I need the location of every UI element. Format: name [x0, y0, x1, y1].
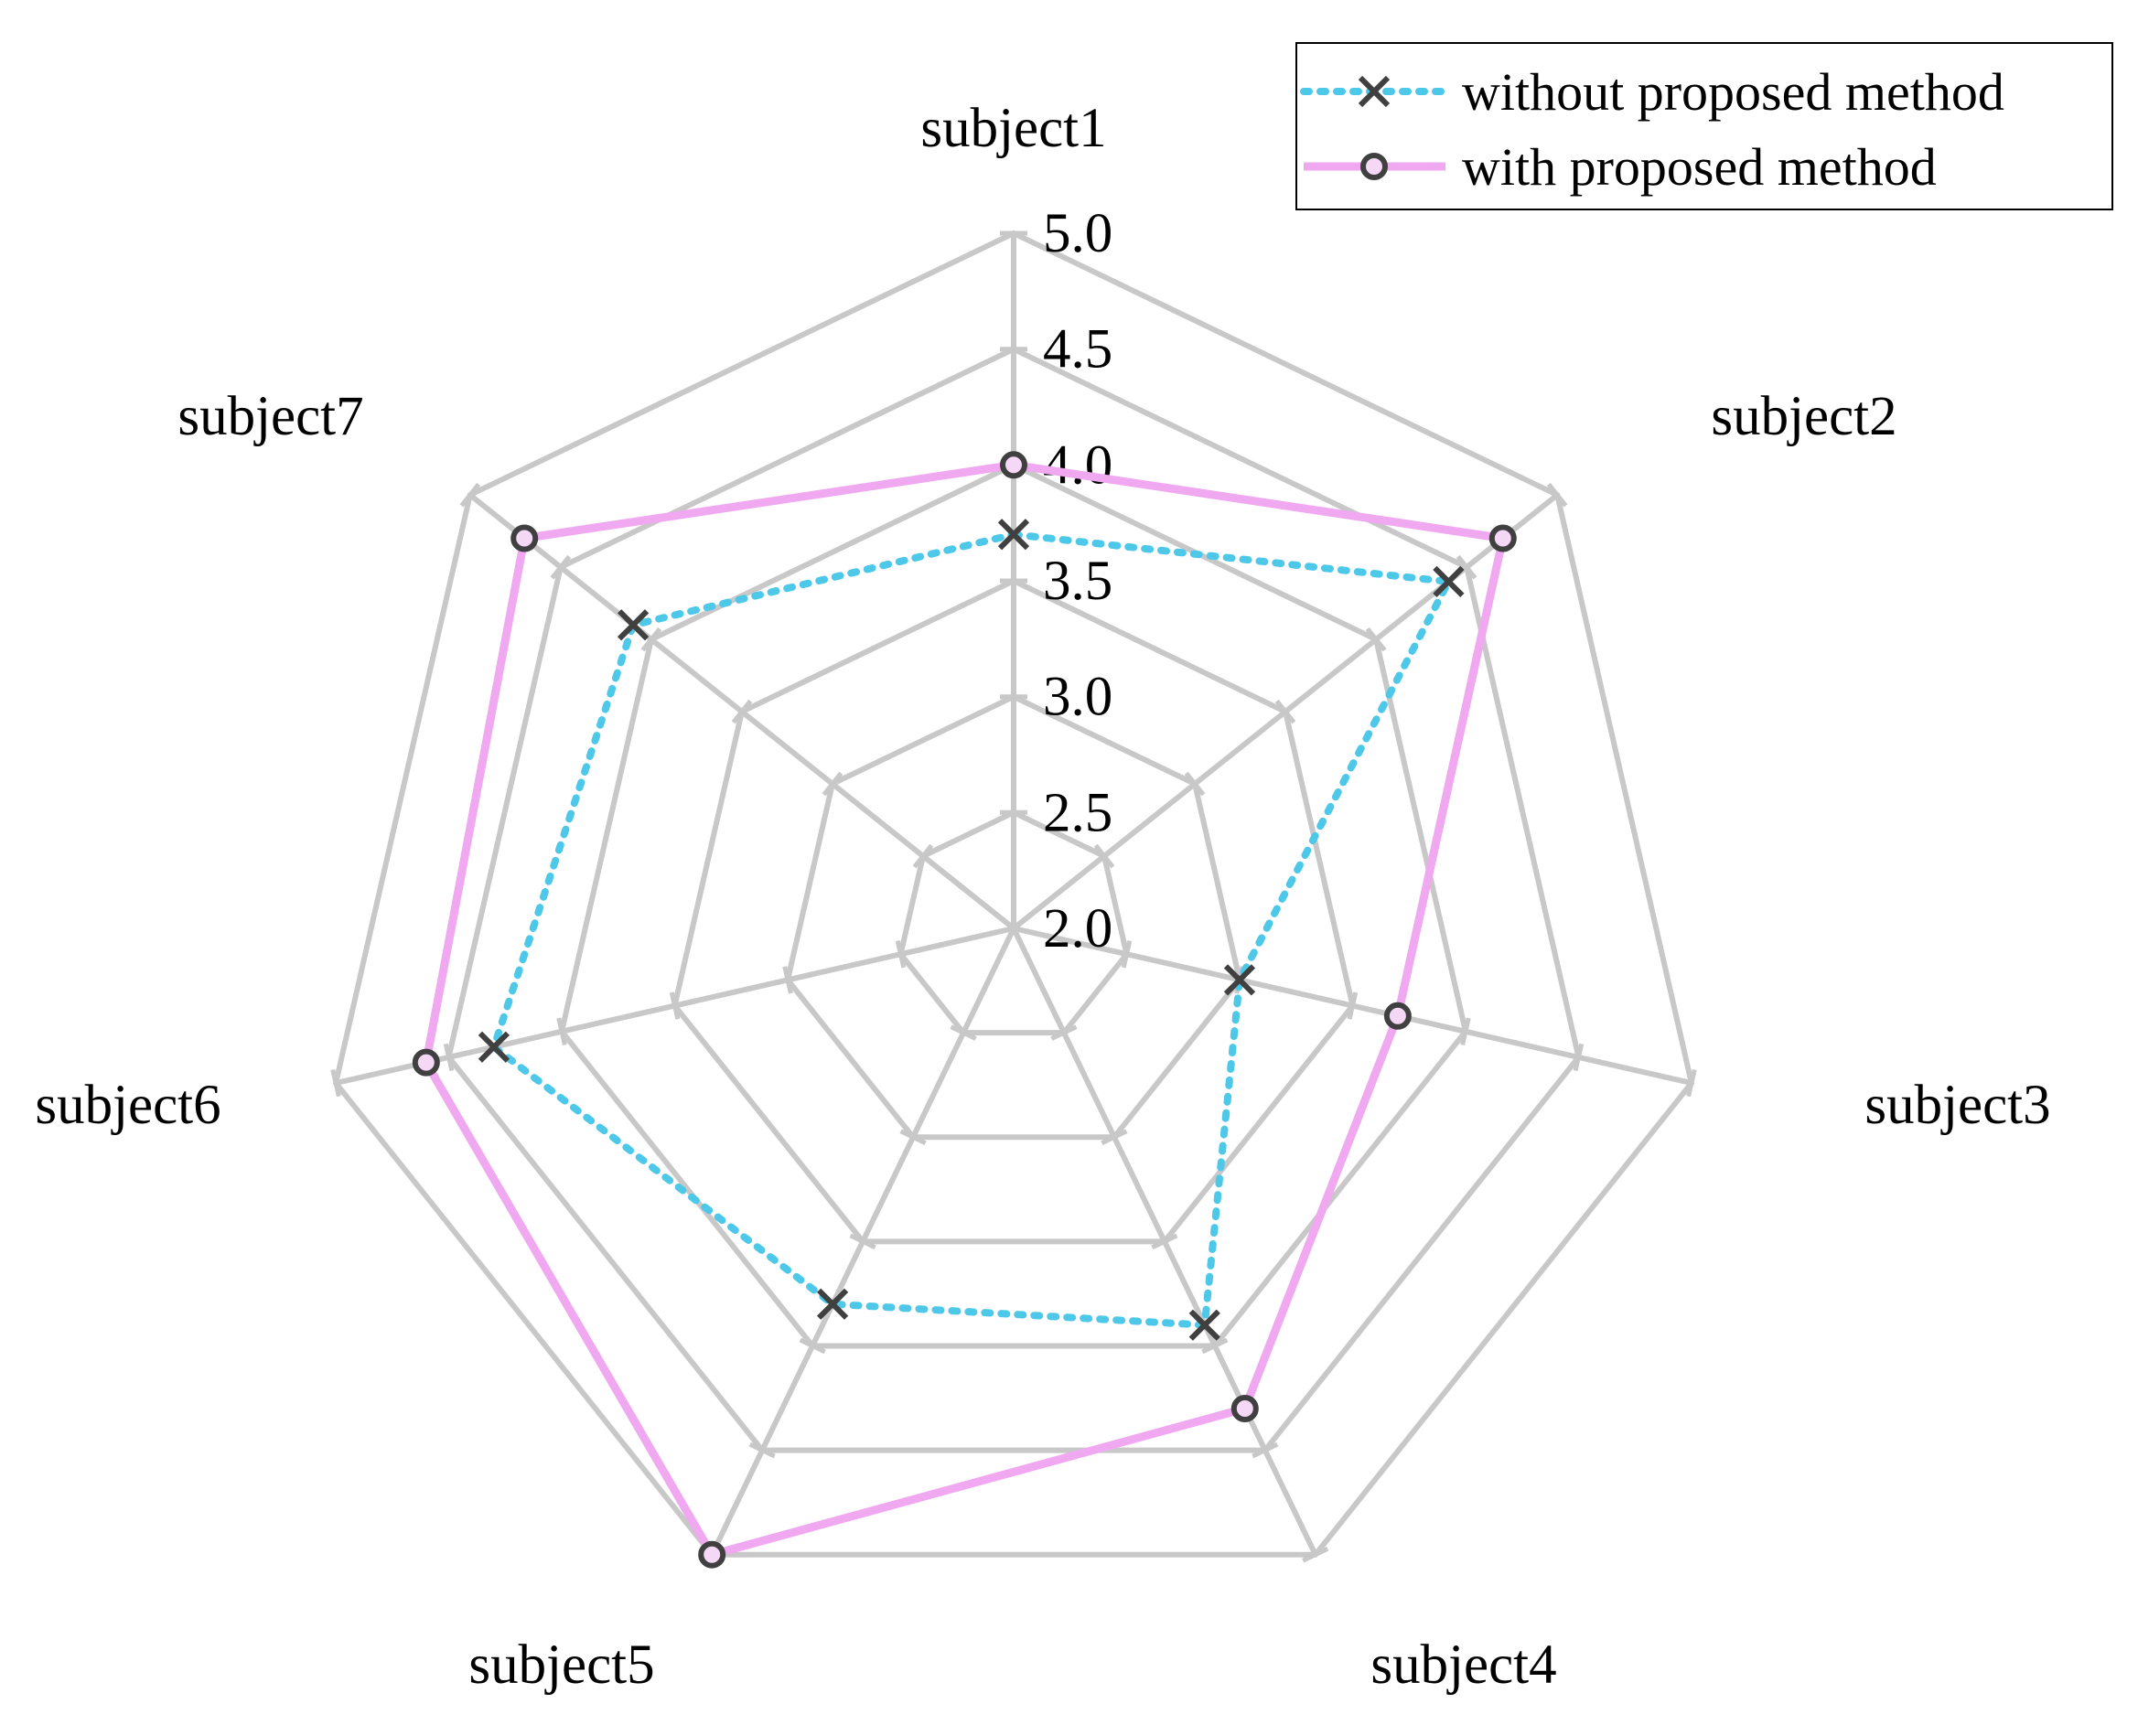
axis-tick-mark — [822, 771, 843, 797]
axis-tick-mark — [799, 1337, 826, 1355]
axis-tick-mark — [1456, 554, 1477, 580]
axis-tick-mark — [1151, 1233, 1178, 1250]
data-point-subject6 — [412, 1048, 440, 1077]
grid-ring-5 — [446, 346, 1582, 1453]
axis-tick-mark — [1274, 699, 1296, 724]
legend-entry-0: without proposed method — [1300, 62, 2004, 122]
legend-marker-circle — [1360, 153, 1388, 180]
data-point-subject4 — [1230, 1395, 1259, 1422]
axis-tick-mark — [1201, 1337, 1229, 1355]
series-line-0 — [489, 530, 1455, 1329]
axis-tick-mark — [1302, 1546, 1329, 1563]
data-point-subject3 — [1383, 1002, 1412, 1030]
legend-box — [1295, 42, 2113, 210]
tick-label: 5.0 — [1043, 203, 1112, 264]
legend-label: without proposed method — [1462, 62, 2004, 122]
axis-tick-mark — [748, 1441, 776, 1459]
data-point-subject5 — [698, 1540, 726, 1569]
tick-label: 4.5 — [1043, 319, 1112, 380]
tick-label: 3.0 — [1043, 667, 1112, 728]
axis-tick-mark — [899, 1129, 927, 1146]
category-label-subject1: subject1 — [920, 98, 1106, 159]
axis-tick-mark — [1686, 1068, 1697, 1098]
axis-tick-mark — [1573, 1043, 1585, 1072]
axis-tick-mark — [459, 482, 481, 508]
axis-tick-mark — [1184, 771, 1206, 797]
axis-tick-mark — [782, 966, 793, 994]
data-point-subject7 — [617, 609, 650, 641]
axis-tick-mark — [1546, 482, 1568, 508]
data-point-subject6 — [478, 1031, 510, 1063]
data-point-subject3 — [1223, 964, 1256, 996]
axis-tick-mark — [950, 1024, 977, 1041]
tick-label: 4.0 — [1043, 434, 1112, 496]
grid-ring-3 — [671, 577, 1356, 1245]
series-line-1 — [422, 460, 1509, 1559]
tick-label: 3.5 — [1043, 551, 1112, 612]
legend-label: with proposed method — [1462, 137, 1937, 197]
category-label-subject7: subject7 — [177, 386, 363, 447]
axis-tick-mark — [731, 699, 753, 724]
axis-tick-mark — [443, 1043, 455, 1072]
data-point-subject1 — [997, 519, 1030, 551]
legend-marker-x — [1358, 75, 1391, 108]
axis-tick-mark — [1460, 1017, 1471, 1045]
grid-ring-1 — [897, 809, 1130, 1036]
axis-tick-mark — [895, 940, 907, 969]
tick-label: 2.5 — [1043, 782, 1112, 843]
data-point-subject1 — [1000, 451, 1027, 479]
axis-tick-mark — [1252, 1441, 1279, 1459]
data-point-subject2 — [1488, 524, 1517, 552]
data-point-subject2 — [1433, 565, 1465, 598]
axis-tick-mark — [669, 991, 681, 1020]
tick-label: 2.0 — [1043, 898, 1112, 959]
grid-ring-4 — [558, 461, 1469, 1349]
axis-tick-mark — [330, 1068, 341, 1098]
grid-ring-2 — [784, 693, 1243, 1141]
grid-layer — [330, 230, 1697, 1563]
axis-tick-mark — [1101, 1129, 1128, 1146]
category-label-subject5: subject5 — [468, 1634, 654, 1696]
axis-tick-mark — [640, 627, 662, 652]
data-point-subject5 — [816, 1288, 849, 1320]
category-label-subject6: subject6 — [35, 1075, 220, 1136]
axis-tick-mark — [1093, 843, 1115, 869]
series-1 — [412, 451, 1517, 1569]
legend-entry-1: with proposed method — [1304, 137, 1937, 197]
category-label-subject4: subject4 — [1370, 1634, 1556, 1696]
category-labels: subject1 subject2 subject3 subject4 subject5… — [35, 98, 2050, 1696]
legend: without proposed method with proposed met… — [1295, 42, 2113, 210]
axis-tick-mark — [1050, 1024, 1078, 1041]
category-label-subject2: subject2 — [1711, 386, 1896, 447]
tick-labels: 2.0 2.5 3.0 3.5 4.0 4.5 5.0 — [1043, 203, 1112, 959]
axis-tick-mark — [1347, 991, 1359, 1020]
axis-tick-mark — [849, 1233, 876, 1250]
series-0 — [478, 519, 1465, 1341]
data-point-subject7 — [510, 524, 539, 552]
axis-tick-mark — [912, 843, 934, 869]
category-label-subject3: subject3 — [1864, 1075, 2050, 1136]
axis-tick-mark — [1365, 627, 1387, 652]
axis-tick-mark — [1121, 940, 1133, 969]
axis-tick-mark — [556, 1017, 567, 1045]
data-point-subject4 — [1188, 1309, 1220, 1341]
series-layer — [412, 451, 1517, 1569]
grid-ring-6 — [332, 230, 1695, 1558]
axis-tick-mark — [550, 554, 572, 580]
